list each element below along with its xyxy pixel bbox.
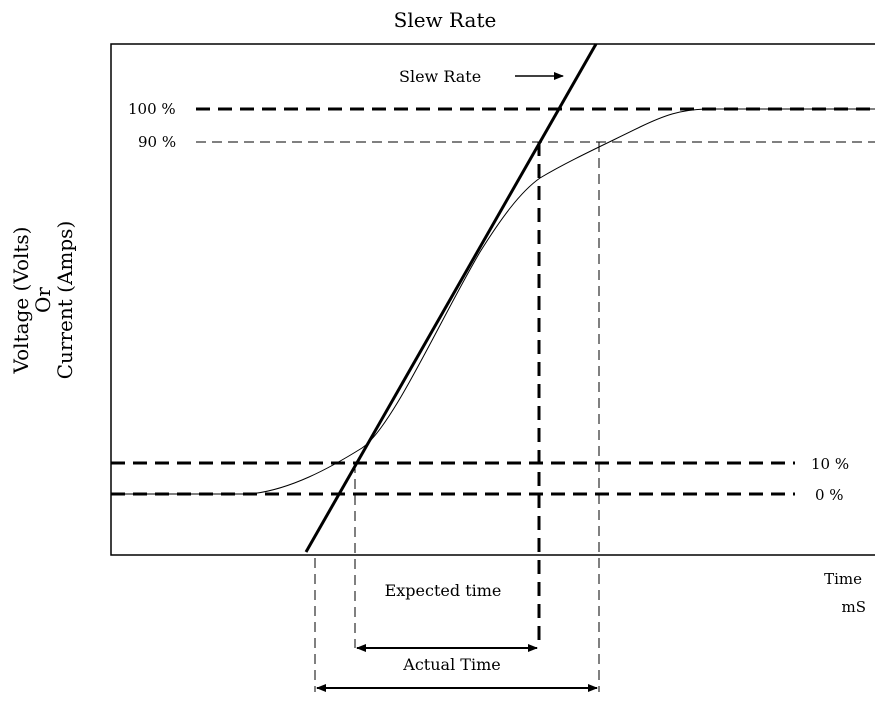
slew-rate-line [304,43,598,553]
plot-frame [110,43,875,556]
slew-rate-arrow-label: Slew Rate [399,67,481,86]
diagram-title: Slew Rate [394,8,497,32]
x-axis-label-line1: Time [824,570,862,588]
y-axis-label-line1: Voltage (Volts) [9,227,33,375]
actual-time-label: Actual Time [402,655,500,674]
level-100-label: 100 % [128,100,176,118]
level-0-label: 0 % [815,486,844,504]
y-axis-label-line3: Current (Amps) [53,221,77,380]
y-axis-label-line2: Or [31,287,55,313]
y-axis-label: Voltage (Volts) Or Current (Amps) [9,221,77,380]
x-axis-label-line2: mS [842,598,867,616]
level-90-label: 90 % [138,133,176,151]
level-10-label: 10 % [811,455,849,473]
expected-time-label: Expected time [385,581,502,600]
response-curve [111,108,875,495]
